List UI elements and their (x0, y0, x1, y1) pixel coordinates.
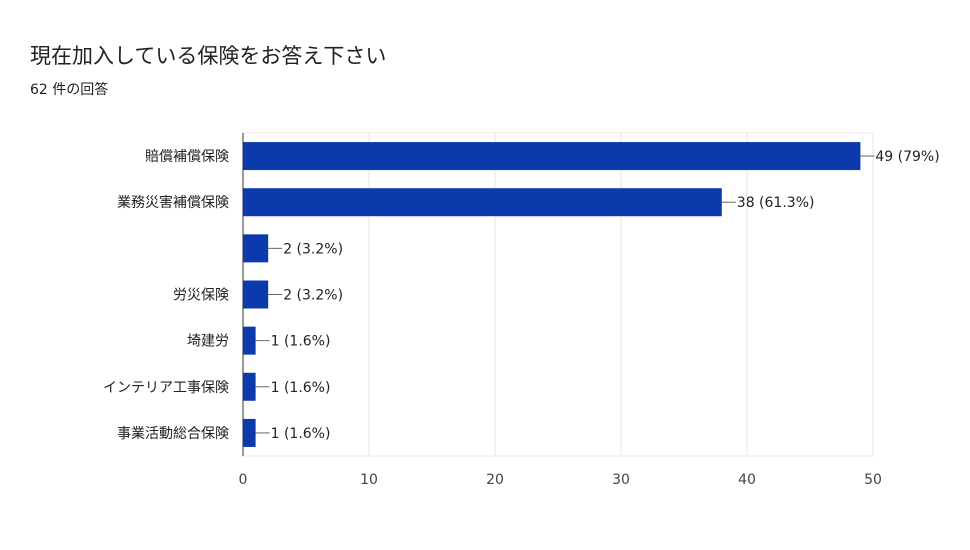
bar (243, 418, 256, 447)
x-tick-label: 30 (612, 472, 630, 488)
bar (243, 280, 269, 309)
value-label: 2 (3.2%) (283, 241, 343, 257)
x-tick-label: 10 (360, 472, 378, 488)
category-label: 業務災害補償保険 (117, 195, 229, 211)
bar (243, 372, 256, 401)
category-label: インテリア工事保険 (103, 380, 229, 396)
bar (243, 234, 269, 263)
value-label: 2 (3.2%) (283, 288, 343, 304)
category-label: 労災保険 (173, 288, 229, 304)
value-label: 38 (61.3%) (737, 195, 815, 211)
chart-title: 現在加入している保険をお答え下さい (30, 44, 387, 68)
bar (243, 142, 861, 171)
category-label: 埼建労 (187, 334, 229, 350)
value-label: 1 (1.6%) (271, 380, 331, 396)
x-tick-label: 50 (864, 472, 882, 488)
category-label: 事業活動総合保険 (117, 426, 229, 442)
value-label: 49 (79%) (875, 149, 939, 165)
x-tick-label: 20 (486, 472, 504, 488)
value-label: 1 (1.6%) (271, 426, 331, 442)
bar (243, 188, 722, 217)
x-tick-label: 40 (738, 472, 756, 488)
response-count: 62 件の回答 (30, 82, 109, 98)
category-label: 賠償補償保険 (145, 149, 229, 165)
bar (243, 326, 256, 355)
x-tick-label: 0 (239, 472, 248, 488)
value-label: 1 (1.6%) (271, 334, 331, 350)
